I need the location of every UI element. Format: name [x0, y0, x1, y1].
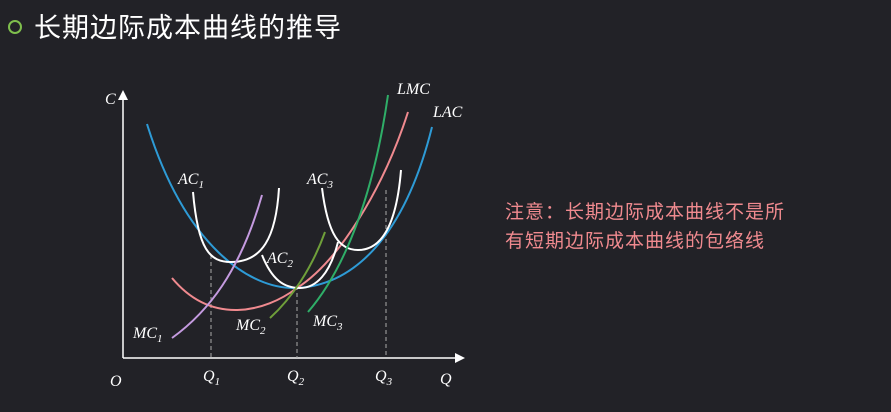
lac-label: LAC	[432, 104, 463, 121]
mc1-curve	[171, 194, 263, 339]
note-text: 注意：长期边际成本曲线不是所 有短期边际成本曲线的包络线	[505, 198, 865, 256]
slide-title: 长期边际成本曲线的推导	[8, 6, 342, 45]
title-text: 长期边际成本曲线的推导	[34, 13, 342, 44]
y-axis-label: C	[105, 91, 116, 108]
lmc-label: LMC	[396, 81, 430, 98]
tick-q2: Q2	[287, 368, 305, 388]
ac3-curve	[321, 169, 402, 252]
origin-label: O	[110, 373, 122, 390]
lmc-curve	[171, 111, 409, 311]
mc2-curve	[269, 231, 326, 319]
ac2-curve	[261, 241, 339, 290]
mc3-curve	[307, 94, 389, 313]
ac2-label: AC2	[266, 250, 293, 270]
mc3-label: MC3	[312, 313, 343, 333]
bullet-icon	[8, 19, 22, 34]
ac1-curve	[192, 187, 280, 264]
ac3-label: AC3	[306, 171, 333, 191]
note-line-1: 注意：长期边际成本曲线不是所	[505, 201, 786, 223]
mc2-label: MC2	[235, 317, 266, 337]
note-line-2: 有短期边际成本曲线的包络线	[505, 230, 766, 252]
ac1-label: AC1	[177, 171, 204, 191]
mc1-label: MC1	[132, 325, 163, 345]
tick-q1: Q1	[203, 368, 220, 388]
x-axis-label: Q	[440, 371, 452, 388]
tick-q3: Q3	[375, 368, 393, 388]
